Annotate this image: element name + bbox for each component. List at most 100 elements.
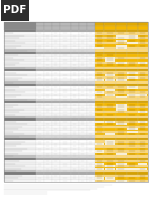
Bar (4, 123, 36, 126)
Bar (116, 177, 127, 180)
Bar (4, 54, 36, 57)
Bar (95, 42, 104, 44)
Bar (36, 175, 44, 177)
Bar (87, 67, 95, 69)
Bar (127, 52, 138, 54)
Bar (36, 49, 44, 52)
Bar (71, 145, 79, 148)
Bar (36, 99, 44, 101)
Bar (87, 143, 95, 145)
Bar (116, 163, 127, 165)
Bar (60, 59, 71, 62)
Bar (52, 165, 60, 167)
Bar (44, 32, 52, 35)
Bar (95, 94, 104, 96)
Bar (87, 52, 95, 54)
Bar (44, 180, 52, 182)
Bar (36, 165, 44, 167)
Bar (104, 22, 116, 26)
Bar (95, 44, 104, 47)
Bar (95, 62, 104, 64)
Bar (127, 32, 138, 35)
FancyBboxPatch shape (1, 0, 29, 21)
Bar (127, 35, 138, 37)
Bar (138, 96, 148, 99)
Bar (60, 84, 71, 86)
Bar (79, 94, 87, 96)
Bar (127, 44, 138, 47)
Bar (87, 44, 95, 47)
Bar (104, 150, 116, 153)
Bar (95, 76, 104, 79)
Bar (79, 138, 87, 140)
Bar (44, 172, 52, 175)
Bar (4, 91, 36, 94)
Bar (87, 42, 95, 44)
Bar (79, 99, 87, 101)
Bar (71, 22, 79, 26)
Bar (104, 160, 116, 163)
Bar (95, 37, 104, 39)
Bar (127, 158, 138, 160)
Bar (36, 163, 44, 165)
Bar (104, 84, 116, 86)
Bar (60, 99, 71, 101)
Bar (116, 47, 127, 49)
Bar (4, 172, 36, 175)
Bar (87, 113, 95, 116)
Bar (44, 94, 52, 96)
Bar (95, 180, 104, 182)
Bar (60, 150, 71, 153)
Bar (127, 37, 138, 39)
Bar (95, 106, 104, 108)
Bar (95, 113, 104, 116)
Bar (104, 113, 116, 116)
Bar (87, 150, 95, 153)
Bar (116, 37, 127, 39)
Bar (138, 49, 148, 52)
Bar (44, 175, 52, 177)
Bar (36, 177, 44, 180)
Bar (44, 150, 52, 153)
Bar (44, 101, 52, 103)
Bar (95, 163, 104, 165)
Bar (138, 42, 148, 44)
Bar (138, 133, 148, 135)
Bar (104, 57, 116, 59)
Bar (87, 101, 95, 103)
Bar (95, 79, 104, 81)
Bar (127, 140, 138, 143)
Bar (60, 175, 71, 177)
Bar (138, 180, 148, 182)
Bar (104, 121, 116, 123)
Bar (44, 96, 52, 99)
Bar (60, 106, 71, 108)
Bar (127, 91, 138, 94)
Bar (36, 111, 44, 113)
Bar (44, 113, 52, 116)
Bar (116, 74, 127, 76)
Bar (71, 59, 79, 62)
Bar (52, 167, 60, 170)
Bar (52, 126, 60, 128)
Bar (138, 170, 148, 172)
Bar (44, 177, 52, 180)
Bar (52, 175, 60, 177)
Bar (71, 111, 79, 113)
Bar (116, 116, 127, 118)
Bar (36, 74, 44, 76)
Bar (138, 59, 148, 62)
Bar (60, 71, 71, 74)
Bar (79, 49, 87, 52)
Bar (79, 42, 87, 44)
Bar (60, 57, 71, 59)
Bar (4, 26, 36, 30)
Bar (36, 143, 44, 145)
Bar (116, 165, 127, 167)
Bar (60, 47, 71, 49)
Bar (116, 71, 127, 74)
Bar (116, 94, 127, 96)
Bar (104, 133, 115, 135)
Bar (138, 32, 148, 35)
Bar (44, 52, 52, 54)
